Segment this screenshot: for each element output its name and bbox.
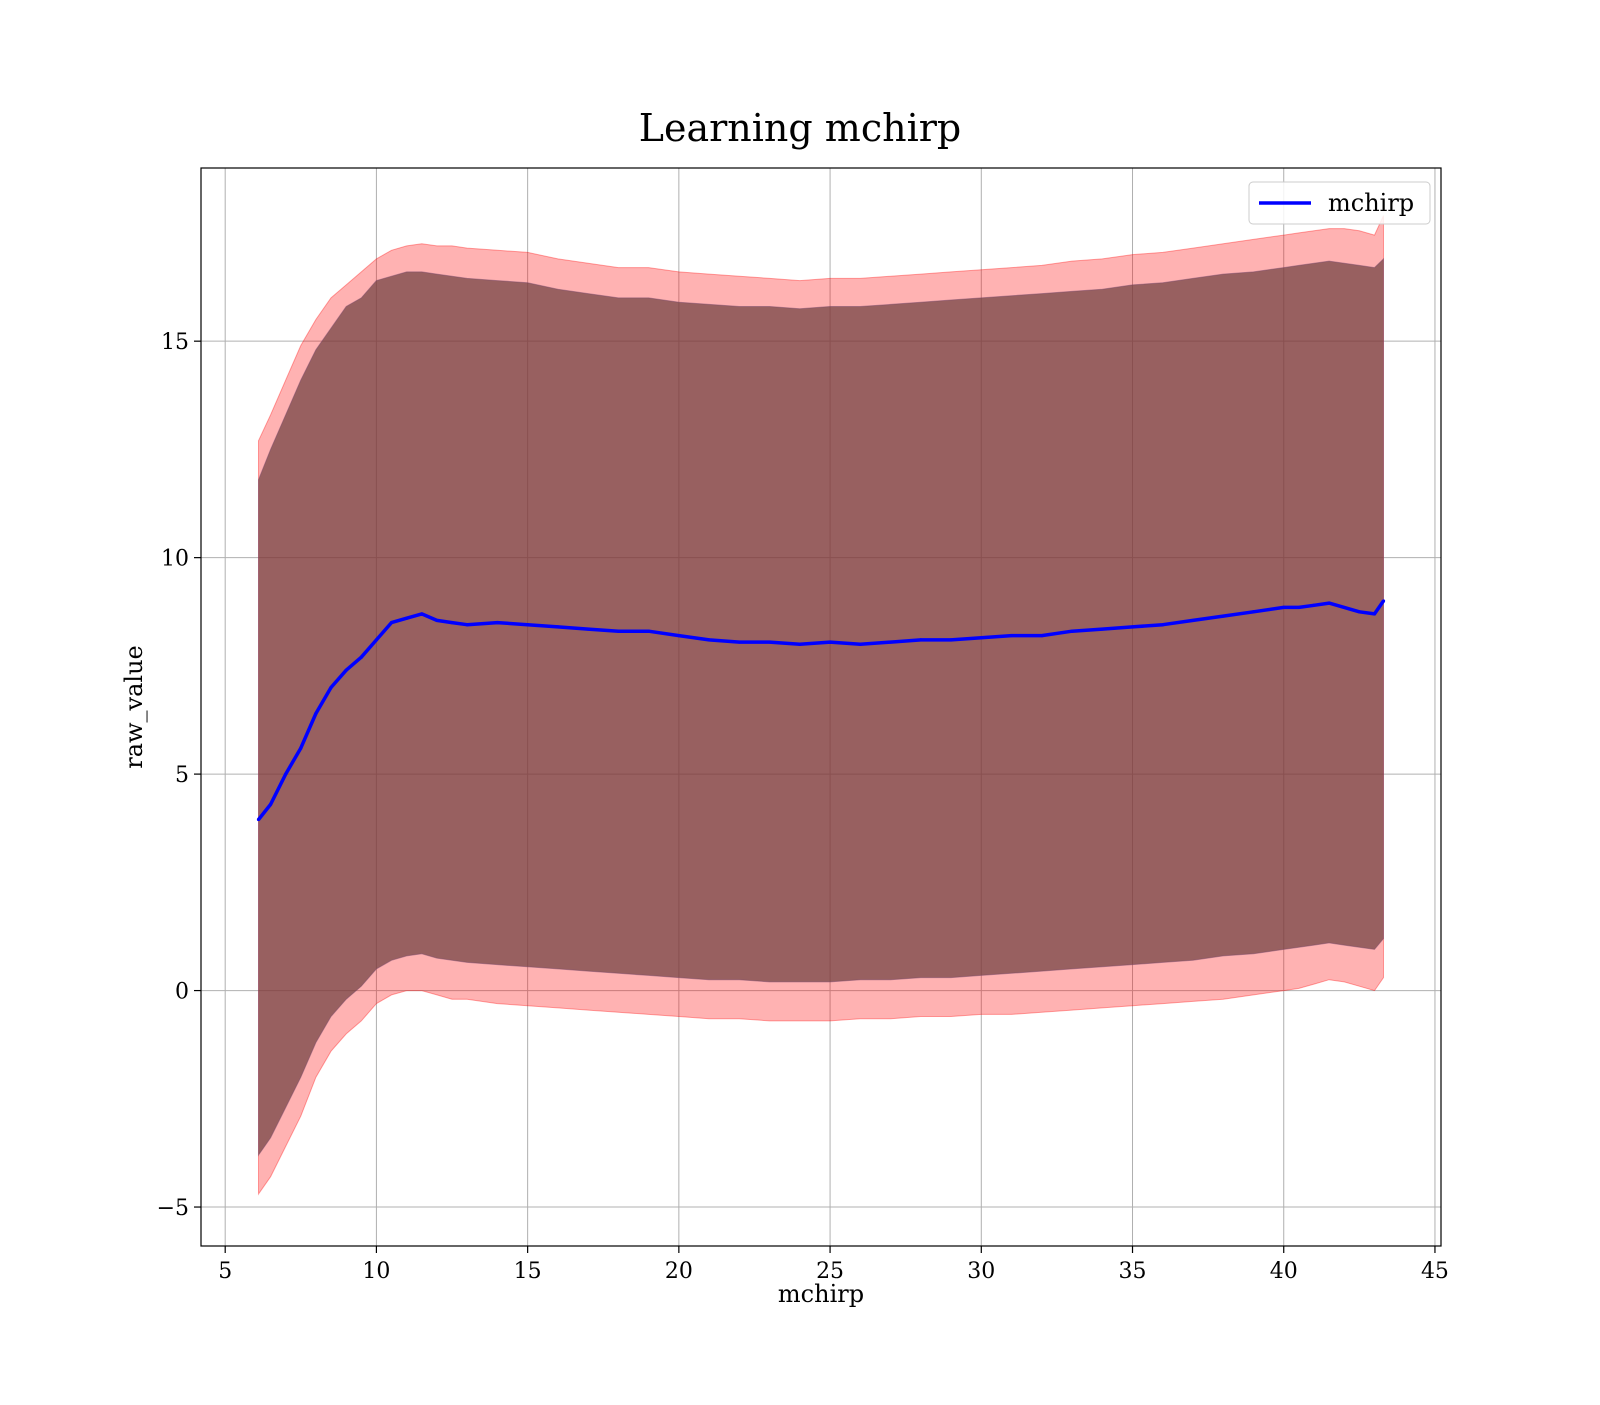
series-point-mchirp-36 <box>1130 625 1135 629</box>
series-point-mchirp-45 <box>1342 605 1346 610</box>
series-point-mchirp-24 <box>767 640 772 644</box>
series-point-mchirp-16 <box>526 623 530 627</box>
series-point-mchirp-48 <box>1381 599 1386 603</box>
series-point-mchirp-9 <box>389 620 394 625</box>
series-point-mchirp-14 <box>465 623 469 627</box>
y-axis-label: raw_value <box>120 645 148 769</box>
legend-box <box>1248 181 1431 225</box>
x-tick-label-4: 25 <box>816 1259 844 1284</box>
legend: mchirp <box>1248 181 1431 225</box>
series-point-mchirp-30 <box>949 638 953 642</box>
series-point-mchirp-10 <box>405 616 409 620</box>
confidence-bands <box>258 215 1384 1196</box>
series-point-mchirp-1 <box>268 802 273 807</box>
series-point-mchirp-41 <box>1282 605 1286 610</box>
series-point-mchirp-25 <box>798 642 802 646</box>
series-point-mchirp-4 <box>314 711 318 716</box>
series-point-mchirp-5 <box>329 685 333 690</box>
x-tick-label-2: 15 <box>514 1259 542 1284</box>
series-point-mchirp-29 <box>919 638 923 642</box>
x-axis-ticks: 5 10 15 20 25 30 35 40 45 <box>218 1246 1449 1284</box>
y-tick-label-0: −5 <box>157 1196 189 1221</box>
series-lines <box>256 599 1386 822</box>
series-point-mchirp-39 <box>1221 614 1225 618</box>
series-point-mchirp-3 <box>299 746 303 750</box>
series-point-mchirp-43 <box>1312 603 1316 607</box>
x-tick-label-5: 30 <box>967 1259 995 1284</box>
series-point-mchirp-46 <box>1357 610 1361 614</box>
series-point-mchirp-13 <box>450 620 454 625</box>
series-point-mchirp-44 <box>1327 601 1331 605</box>
series-point-mchirp-40 <box>1251 610 1256 614</box>
series-point-mchirp-31 <box>979 636 983 640</box>
series-point-mchirp-34 <box>1070 629 1074 633</box>
x-tick-label-1: 10 <box>362 1259 390 1284</box>
x-tick-label-0: 5 <box>218 1259 232 1284</box>
y-tick-label-3: 10 <box>161 547 189 572</box>
series-point-mchirp-12 <box>435 618 439 623</box>
series-point-mchirp-35 <box>1100 627 1104 631</box>
series-point-mchirp-2 <box>284 772 288 776</box>
series-point-mchirp-20 <box>647 629 651 633</box>
plot-frame <box>200 167 1442 1247</box>
y-tick-label-1: 0 <box>175 980 189 1005</box>
series-point-mchirp-26 <box>828 640 832 644</box>
series-point-mchirp-6 <box>344 668 348 672</box>
band-inner <box>258 257 1384 1157</box>
series-point-mchirp-32 <box>1009 633 1014 638</box>
series-point-mchirp-0 <box>256 817 261 822</box>
series-point-mchirp-47 <box>1372 612 1377 616</box>
x-tick-label-3: 20 <box>665 1259 693 1284</box>
series-point-mchirp-22 <box>707 638 711 642</box>
x-tick-label-6: 35 <box>1119 1259 1147 1284</box>
series-point-mchirp-18 <box>586 627 590 631</box>
legend-label-mchirp: mchirp <box>1328 189 1414 217</box>
series-point-mchirp-23 <box>737 640 741 644</box>
y-axis-ticks: −5 0 5 10 15 <box>157 330 201 1221</box>
series-point-mchirp-19 <box>616 629 620 633</box>
x-tick-label-8: 45 <box>1421 1259 1449 1284</box>
series-point-mchirp-28 <box>888 640 893 644</box>
y-tick-label-2: 5 <box>175 763 189 788</box>
x-tick-label-7: 40 <box>1270 1259 1298 1284</box>
series-point-mchirp-33 <box>1040 633 1044 638</box>
series-point-mchirp-27 <box>858 642 862 646</box>
chart-title: Learning mchirp <box>639 106 961 150</box>
series-point-mchirp-8 <box>374 638 379 642</box>
series-point-mchirp-15 <box>495 620 499 625</box>
x-axis-label: mchirp <box>778 1280 864 1308</box>
series-point-mchirp-11 <box>420 612 424 616</box>
y-tick-label-4: 15 <box>161 330 189 355</box>
series-point-mchirp-38 <box>1191 618 1195 623</box>
series-point-mchirp-37 <box>1161 623 1165 627</box>
series-point-mchirp-17 <box>556 625 560 629</box>
series-point-mchirp-42 <box>1297 605 1301 610</box>
series-point-mchirp-7 <box>359 655 363 659</box>
series-point-mchirp-21 <box>677 633 681 638</box>
